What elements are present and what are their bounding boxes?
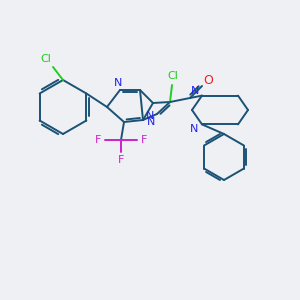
Text: Cl: Cl — [40, 54, 51, 64]
Text: N: N — [191, 85, 199, 96]
Text: O: O — [203, 74, 213, 88]
Text: F: F — [118, 155, 124, 165]
Text: N: N — [147, 117, 155, 127]
Text: N: N — [190, 124, 198, 134]
Text: N: N — [114, 78, 122, 88]
Text: F: F — [95, 135, 101, 145]
Text: Cl: Cl — [168, 71, 178, 81]
Text: F: F — [141, 135, 147, 145]
Text: N: N — [146, 111, 154, 121]
